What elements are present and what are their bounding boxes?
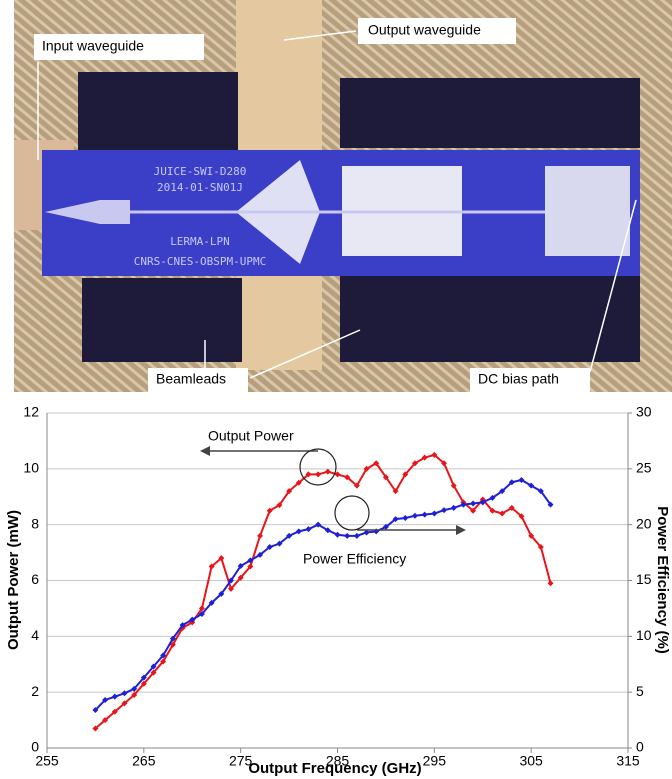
point	[431, 511, 437, 517]
x-tick-label: 285	[326, 753, 350, 769]
photo-label: Output waveguide	[368, 22, 481, 38]
annotation: Output Power	[208, 428, 294, 444]
arrow-head	[200, 446, 210, 456]
y2-axis-title: Power Efficiency (%)	[654, 506, 671, 654]
series-line	[95, 455, 550, 729]
y-tick-label: 8	[31, 515, 39, 531]
point	[412, 513, 418, 519]
point	[344, 533, 350, 539]
photo-label: Input waveguide	[42, 38, 144, 54]
chip-text: JUICE-SWI-D280	[154, 165, 247, 178]
point	[422, 512, 428, 518]
point	[451, 505, 457, 511]
x-tick-label: 255	[35, 753, 59, 769]
y-tick-label: 4	[31, 627, 39, 643]
pad	[340, 272, 640, 362]
point	[305, 526, 311, 532]
y2-tick-label: 20	[636, 515, 652, 531]
point	[257, 533, 263, 539]
series-line	[95, 480, 550, 710]
y2-tick-label: 5	[636, 683, 644, 699]
chart: Output Frequency (GHz) Output Power (mW)…	[5, 404, 671, 777]
photo-label: DC bias path	[478, 371, 559, 387]
x-tick-label: 295	[423, 753, 447, 769]
y2-tick-label: 15	[636, 571, 652, 587]
point	[470, 500, 476, 506]
chip-text: CNRS-CNES-OBSPM-UPMC	[134, 255, 266, 268]
point	[441, 507, 447, 513]
chip-text: LERMA-LPN	[170, 235, 230, 248]
y-tick-label: 10	[23, 460, 39, 476]
y-tick-label: 12	[23, 404, 39, 420]
annotation: Power Efficiency	[303, 551, 406, 567]
photo-label: Beamleads	[156, 371, 226, 387]
chip-text: 2014-01-SN01J	[157, 181, 243, 194]
y2-tick-label: 10	[636, 627, 652, 643]
annotation-circle	[300, 449, 336, 485]
point	[335, 532, 341, 538]
x-tick-label: 315	[616, 753, 640, 769]
pad	[340, 78, 640, 148]
y2-tick-label: 30	[636, 404, 652, 420]
y2-tick-label: 25	[636, 460, 652, 476]
point	[325, 469, 331, 475]
filter	[545, 166, 630, 256]
figure: JUICE-SWI-D280 2014-01-SN01J LERMA-LPN C…	[0, 0, 672, 779]
point	[112, 694, 118, 700]
y-tick-label: 2	[31, 683, 39, 699]
x-tick-label: 275	[229, 753, 253, 769]
page: {"photo": {"labels": ["Input waveguide",…	[0, 0, 672, 779]
pad	[82, 278, 242, 362]
point	[354, 533, 360, 539]
pad	[78, 72, 238, 152]
point	[296, 528, 302, 534]
arrow-head	[456, 525, 466, 535]
point	[402, 515, 408, 521]
point	[548, 580, 554, 586]
photo: JUICE-SWI-D280 2014-01-SN01J LERMA-LPN C…	[14, 0, 672, 392]
y-axis-title: Output Power (mW)	[5, 510, 22, 650]
x-tick-label: 305	[519, 753, 543, 769]
y-tick-label: 6	[31, 571, 39, 587]
x-tick-label: 265	[132, 753, 156, 769]
point	[121, 690, 127, 696]
point	[315, 471, 321, 477]
